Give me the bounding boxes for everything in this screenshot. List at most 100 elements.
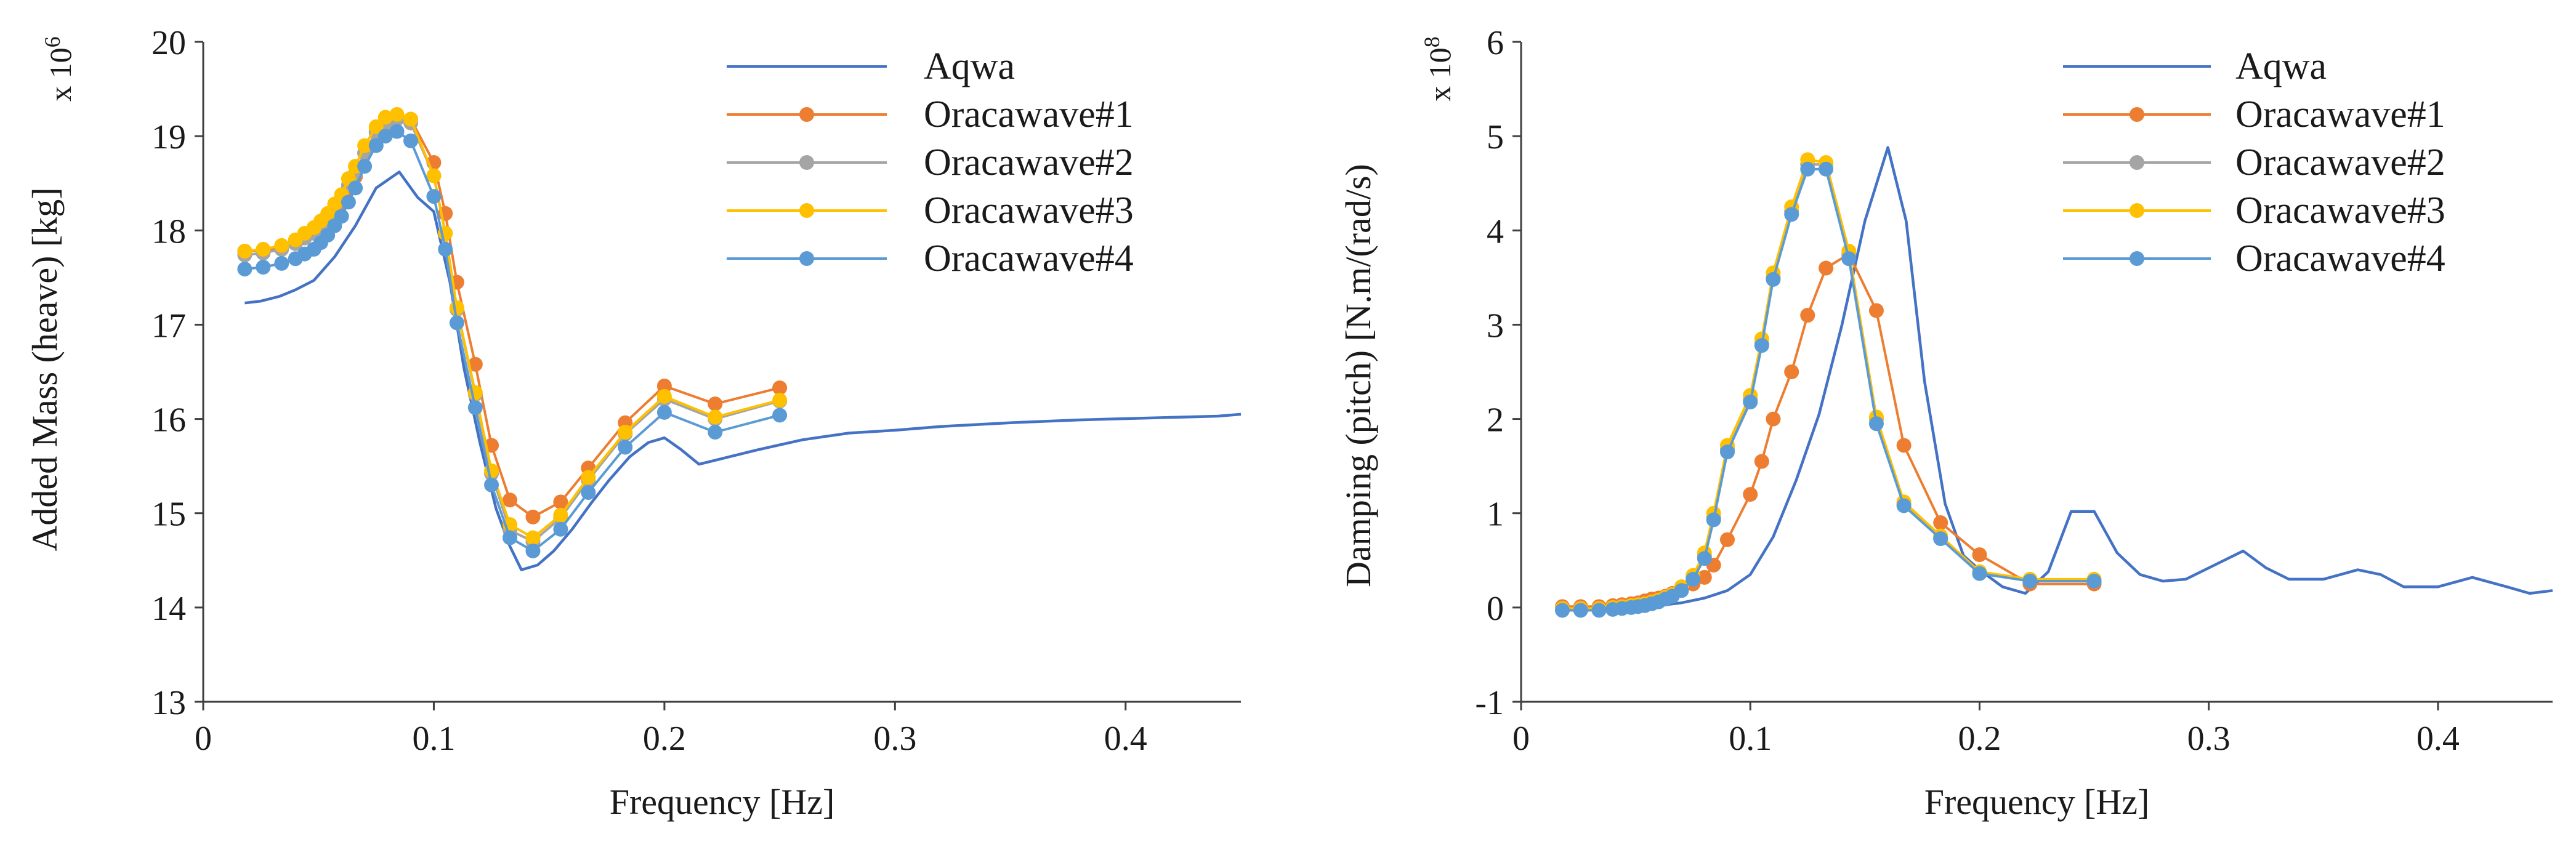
legend-item-oracawave1: Oracawave#1 <box>727 94 1134 135</box>
damping-oracawave1-point <box>1697 569 1712 585</box>
added-mass-oracawave4-point <box>438 241 453 257</box>
damping-oracawave4-point <box>1674 583 1689 598</box>
added-mass-chart: 0 0.1 0.2 0.3 0.4 13 14 15 16 17 18 19 20 Frequency [… <box>25 24 1242 822</box>
added-mass-y-tick-label: 16 <box>151 401 186 440</box>
added-mass-x-tick-label: 0.1 <box>412 720 455 758</box>
added-mass-oracawave1-point <box>553 494 568 510</box>
legend-item-oracawave2: Oracawave#2 <box>727 142 1134 183</box>
damping-oracawave4-point <box>1819 161 1834 177</box>
added-mass-oracawave4-point <box>389 124 405 139</box>
damping-oracawave4-point <box>1706 512 1721 528</box>
damping-oracawave4-point <box>1972 566 1987 581</box>
added-mass-oracawave1-point <box>525 509 541 524</box>
added-mass-x-axis-label: Frequency [Hz] <box>610 782 835 822</box>
damping-y-tick-label: 6 <box>1487 24 1504 62</box>
damping-x-tick-label: 0 <box>1512 720 1530 758</box>
legend-label: Oracawave#1 <box>924 94 1134 135</box>
damping-oracawave1-point <box>1868 303 1884 318</box>
added-mass-oracawave4-point <box>618 440 633 455</box>
added-mass-oracawave3-point <box>581 470 596 485</box>
added-mass-oracawave4-point <box>708 425 723 440</box>
added-mass-multiplier-base: x 10 <box>43 47 78 102</box>
damping-oracawave4-point <box>1573 603 1588 618</box>
added-mass-y-axis-label: Added Mass (heave) [kg] <box>25 187 65 551</box>
added-mass-oracawave3-point <box>449 300 464 315</box>
legend-swatch-marker <box>799 107 814 122</box>
damping-oracawave4-point <box>1697 551 1712 566</box>
damping-oracawave4-point <box>1784 207 1799 222</box>
added-mass-y-tick-label: 20 <box>151 24 186 62</box>
added-mass-oracawave1-point <box>708 396 723 412</box>
added-mass-legend: Aqwa Oracawave#1 Oracawave#2 Oracawave#3 Ora… <box>727 46 1134 279</box>
added-mass-oracawave1-point <box>467 356 483 372</box>
added-mass-oracawave3-point <box>357 138 373 153</box>
added-mass-oracawave3-point <box>656 388 672 404</box>
damping-oracawave1-point <box>1754 454 1769 469</box>
damping-oracawave1-point <box>1784 364 1799 379</box>
added-mass-oracawave3-point <box>368 119 384 134</box>
added-mass-oracawave3-point <box>525 530 541 545</box>
added-mass-oracawave4-point <box>484 477 499 492</box>
legend-label: Oracawave#4 <box>924 238 1134 279</box>
legend-label: Oracawave#2 <box>924 142 1134 183</box>
added-mass-x-tick-label: 0.2 <box>643 720 686 758</box>
legend-item-oracawave3: Oracawave#3 <box>2063 190 2445 231</box>
legend-item-oracawave4: Oracawave#4 <box>727 238 1134 279</box>
damping-oracawave1-point <box>1972 547 1987 563</box>
added-mass-y-tick-label: 19 <box>151 118 186 156</box>
damping-x-tick-label: 0.1 <box>1729 720 1772 758</box>
legend-item-oracawave1: Oracawave#1 <box>2063 94 2445 135</box>
legend-swatch-marker <box>799 203 814 218</box>
added-mass-oracawave3-point <box>237 243 252 259</box>
added-mass-oracawave3-point <box>553 507 568 523</box>
legend-item-aqwa: Aqwa <box>727 46 1015 87</box>
added-mass-multiplier-exponent: 6 <box>40 36 65 47</box>
damping-aqwa-line <box>1562 146 2553 611</box>
legend-swatch-marker <box>2130 155 2144 170</box>
added-mass-oracawave3-point <box>708 409 723 425</box>
damping-series-aqwa <box>1562 146 2553 611</box>
damping-oracawave4-point <box>1754 338 1769 353</box>
added-mass-aqwa-line <box>244 171 1242 571</box>
damping-multiplier-exponent: 8 <box>1419 36 1444 47</box>
added-mass-x-tick-label: 0.4 <box>1104 720 1147 758</box>
added-mass-oracawave4-point <box>581 485 596 500</box>
damping-oracawave1-point <box>1720 532 1735 547</box>
legend-item-oracawave2: Oracawave#2 <box>2063 142 2445 183</box>
damping-x-tick-label: 0.2 <box>1958 720 2001 758</box>
added-mass-y-tick-label: 18 <box>151 212 186 251</box>
added-mass-oracawave4-point <box>553 521 568 537</box>
legend-swatch-marker <box>799 251 814 266</box>
legend-label: Oracawave#2 <box>2235 142 2445 183</box>
added-mass-oracawave4-point <box>449 315 464 331</box>
added-mass-oracawave4-point <box>274 255 289 271</box>
damping-y-tick-label: 0 <box>1487 590 1504 628</box>
damping-oracawave1-point <box>1743 487 1758 502</box>
added-mass-oracawave4-point <box>403 133 418 148</box>
legend-item-aqwa: Aqwa <box>2063 46 2327 87</box>
added-mass-oracawave4-point <box>237 262 252 277</box>
damping-y-tick-label: -1 <box>1475 684 1504 722</box>
damping-oracawave1-point <box>1819 260 1834 276</box>
damping-oracawave4-point <box>1686 571 1701 587</box>
legend-item-oracawave4: Oracawave#4 <box>2063 238 2445 279</box>
added-mass-oracawave4-point <box>378 129 393 144</box>
damping-oracawave1-point <box>1933 515 1948 531</box>
added-mass-oracawave4-point <box>357 159 373 174</box>
added-mass-oracawave4-point <box>368 138 384 153</box>
damping-oracawave1-point <box>1766 411 1781 427</box>
added-mass-oracawave1-point <box>503 492 518 508</box>
added-mass-x-tick-label: 0.3 <box>873 720 916 758</box>
added-mass-oracawave4-point <box>467 400 483 416</box>
damping-oracawave4-point <box>1743 395 1758 410</box>
added-mass-oracawave3-point <box>378 110 393 125</box>
damping-y-tick-label: 2 <box>1487 401 1504 440</box>
added-mass-oracawave3-point <box>256 241 271 257</box>
damping-oracawave4-point <box>1555 603 1570 618</box>
damping-y-tick-label: 4 <box>1487 212 1504 251</box>
added-mass-series-oracawave3 <box>237 107 788 545</box>
legend-label: Aqwa <box>2235 46 2327 87</box>
added-mass-series-aqwa <box>244 171 1242 571</box>
